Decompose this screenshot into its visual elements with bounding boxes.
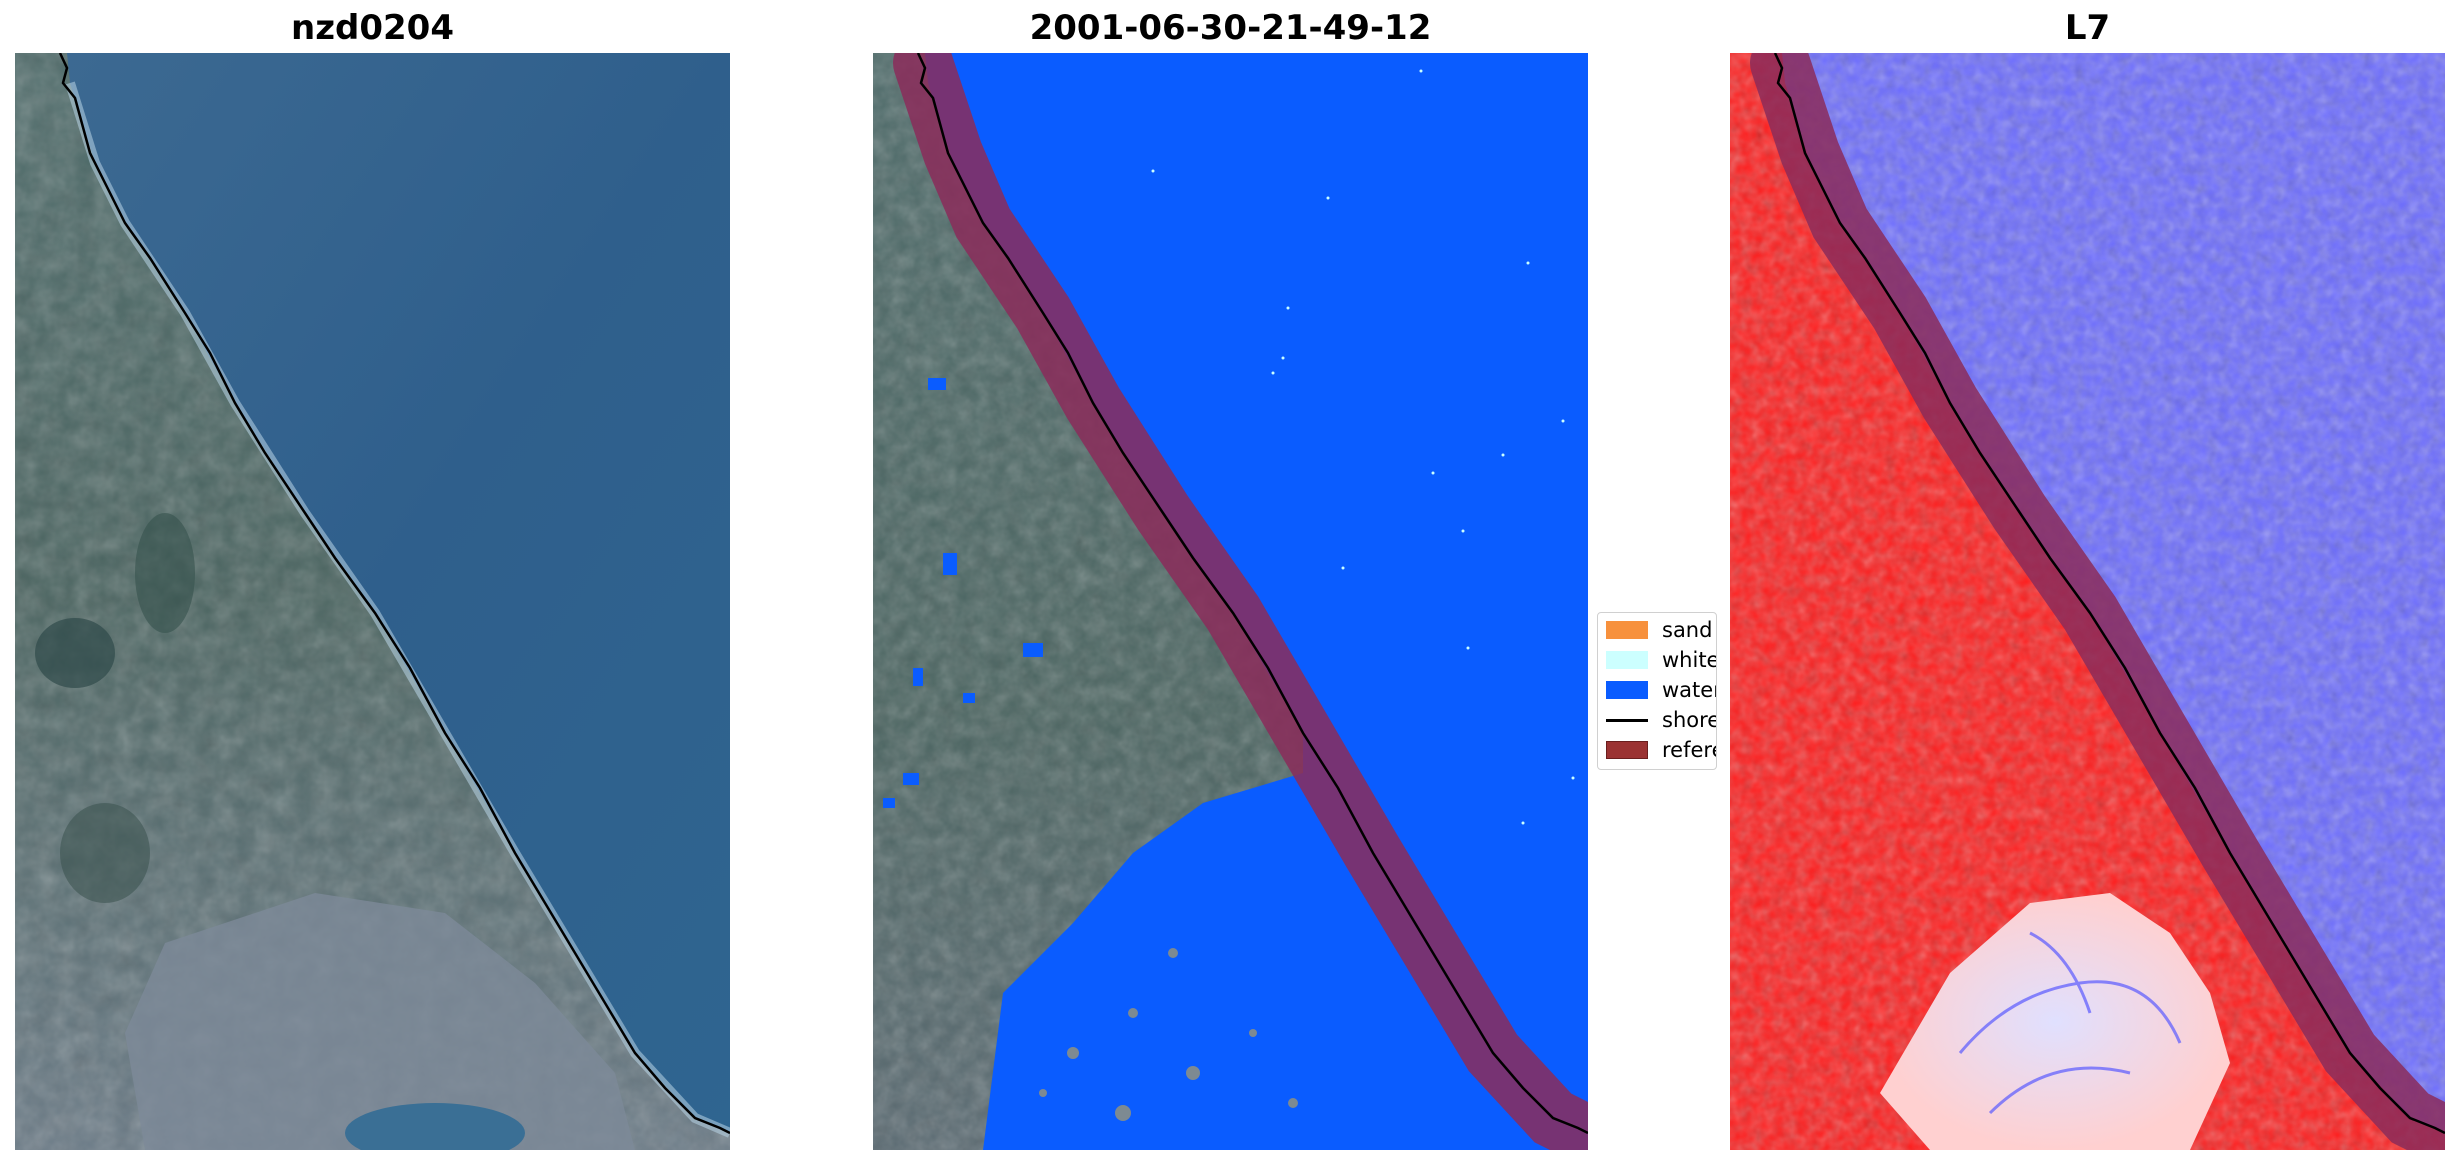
legend-label: reference shoreline buffer: [1662, 738, 1716, 762]
land-texture: [15, 53, 730, 1150]
tidal-flat-channels: [1958, 931, 2182, 1115]
classified-image-panel: [873, 53, 1588, 1150]
gray-specks: [1039, 948, 1298, 1121]
legend-item-water: water: [1606, 677, 1717, 703]
mudflat-area: [125, 893, 635, 1150]
buffer-swatch: [1606, 741, 1648, 759]
rgb-image-panel: [15, 53, 730, 1150]
legend-label: shoreline: [1662, 708, 1716, 732]
field-patch: [135, 513, 195, 633]
index-image-panel: [1730, 53, 2445, 1150]
legend-label: sand: [1662, 618, 1713, 642]
water-swatch: [1606, 681, 1648, 699]
shoreline-line-swatch: [1606, 718, 1648, 722]
shoreline: [58, 53, 730, 1135]
field-patch: [35, 618, 115, 688]
legend-label: water: [1662, 678, 1717, 702]
shoreline: [916, 53, 1588, 1135]
legend-item-reference-buffer: reference shoreline buffer: [1606, 737, 1716, 763]
tidal-flat-index: [1880, 893, 2230, 1150]
field-patch: [60, 803, 150, 903]
water-class-patches: [883, 378, 1043, 808]
classified-image: [873, 53, 1588, 1150]
index-image: [1730, 53, 2445, 1150]
shoreline: [1773, 53, 2445, 1135]
river-mouth: [345, 1103, 525, 1150]
panel-title-classified: 2001-06-30-21-49-12: [1029, 8, 1432, 48]
legend-item-sand: sand: [1606, 617, 1712, 643]
panel-title-index: L7: [2064, 8, 2111, 48]
whitewater-swatch: [1606, 651, 1648, 669]
sand-swatch: [1606, 621, 1648, 639]
whitewater-specks: [1151, 69, 1575, 825]
legend-item-shoreline: shoreline: [1606, 707, 1716, 733]
rgb-satellite-image: [15, 53, 730, 1150]
land-index-texture: [1730, 53, 2445, 1150]
land-texture: [873, 53, 1303, 1150]
panel-title-rgb: nzd0204: [291, 8, 454, 48]
